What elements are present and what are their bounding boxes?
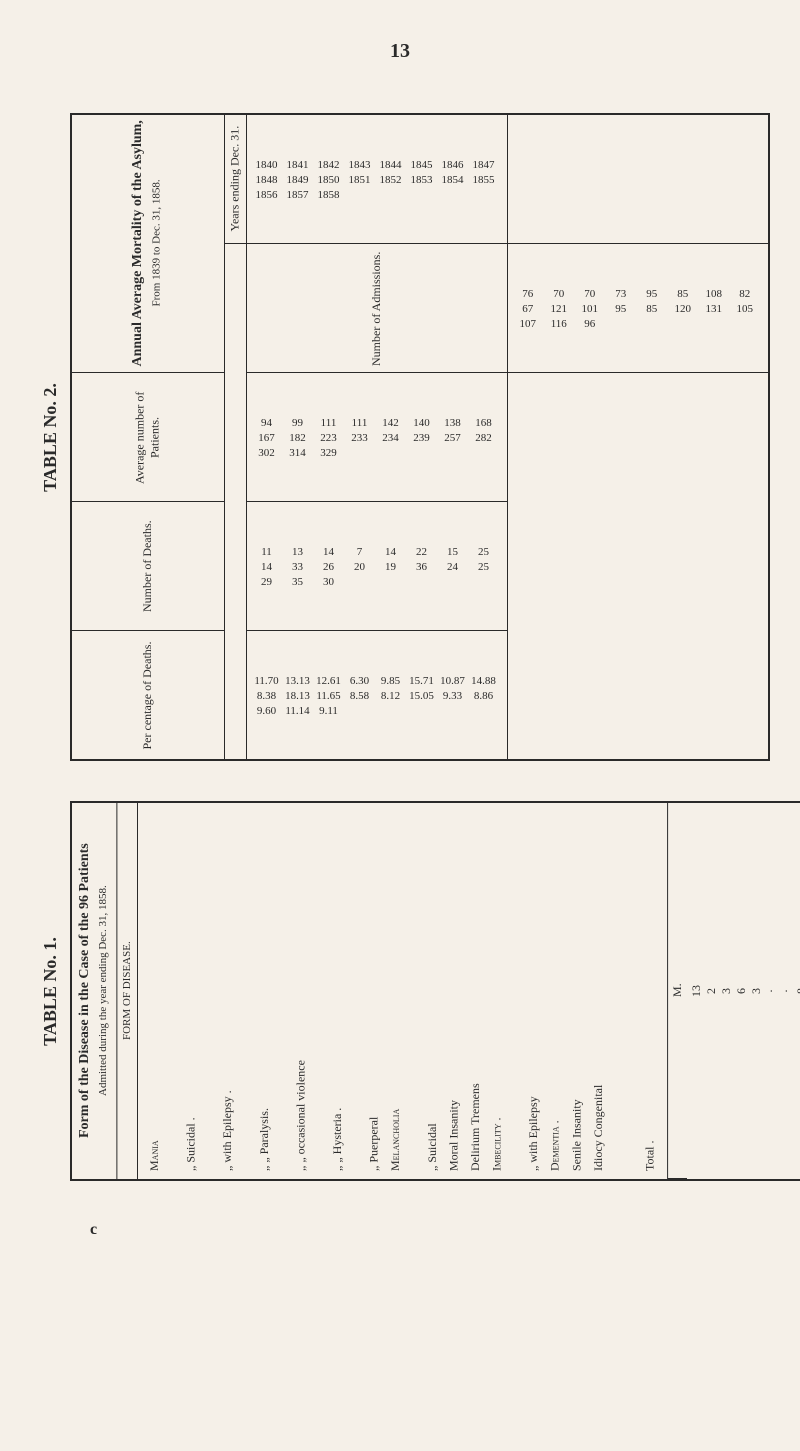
header-avg: Average number of Patients. [71, 373, 224, 502]
data-cell: 3 [749, 811, 764, 1171]
row-pct-deaths: 11.70 13.13 12.61 6.30 9.85 15.71 10.87 … [246, 631, 507, 761]
table2: Annual Average Mortality of the Asylum, … [70, 113, 770, 761]
disease-label: Moral Insanity [444, 811, 466, 1171]
row-avg-patients: 94 99 111 111 142 140 138 168 167 182 22… [246, 373, 507, 502]
form-disease-header: FORM OF DISEASE. [117, 803, 138, 1179]
footer-mark: c [90, 1221, 770, 1239]
disease-label: Senile Insanity [567, 811, 589, 1171]
disease-label: „ Puerperal [349, 811, 386, 1171]
data-cell: 2 [704, 811, 719, 1171]
row-admissions: 76 70 70 73 95 85 108 82 67 121 101 95 8… [507, 244, 769, 373]
header-pct: Per centage of Deaths. [71, 631, 224, 761]
disease-label: Total . [610, 811, 662, 1171]
disease-label: „ Suicidal [407, 811, 444, 1171]
page-number: 13 [30, 40, 770, 63]
disease-label: „ „ occasional violence [276, 811, 313, 1171]
data-cell: 6 [734, 811, 749, 1171]
disease-label: Dementia . [545, 811, 567, 1171]
row-years: 1840 1841 1842 1843 1844 1845 1846 1847 … [246, 114, 507, 244]
disease-label: Mania [144, 811, 166, 1171]
disease-label: „ „ Paralysis. [239, 811, 276, 1171]
table1-label: TABLE No. 1. [40, 937, 61, 1046]
data-cell: · [779, 811, 794, 1171]
data-cell: 8 [794, 811, 800, 1171]
table2-label: TABLE No. 2. [40, 383, 61, 492]
table1: Form of the Disease in the Case of the 9… [70, 801, 800, 1181]
header-deaths: Number of Deaths. [71, 502, 224, 631]
data-cell: 3 [719, 811, 734, 1171]
data-cell: 13 [689, 811, 704, 1171]
disease-label: „ with Epilepsy . [203, 811, 240, 1171]
header-admissions: Number of Admissions. [246, 244, 507, 373]
header-years: Years ending Dec. 31. [224, 114, 246, 244]
table2-title-cell: Annual Average Mortality of the Asylum, … [71, 114, 224, 373]
disease-label: Melancholia [386, 811, 408, 1171]
col-m: M. 132363··852·31···46 [668, 803, 800, 1179]
table1-title-cell: Form of the Disease in the Case of the 9… [72, 803, 117, 1179]
disease-label: „ Suicidal . [166, 811, 203, 1171]
disease-label: Delirium Tremens [465, 811, 487, 1171]
disease-label: Idiocy Congenital [588, 811, 610, 1171]
data-cell: · [764, 811, 779, 1171]
disease-label: „ „ Hysteria . [312, 811, 349, 1171]
disease-label: „ with Epilepsy [509, 811, 546, 1171]
disease-list: Mania„ Suicidal .„ with Epilepsy .„ „ Pa… [138, 803, 668, 1179]
row-deaths: 11 13 14 7 14 22 15 25 14 33 26 20 19 36… [246, 502, 507, 631]
disease-label: Imbecility . [487, 811, 509, 1171]
